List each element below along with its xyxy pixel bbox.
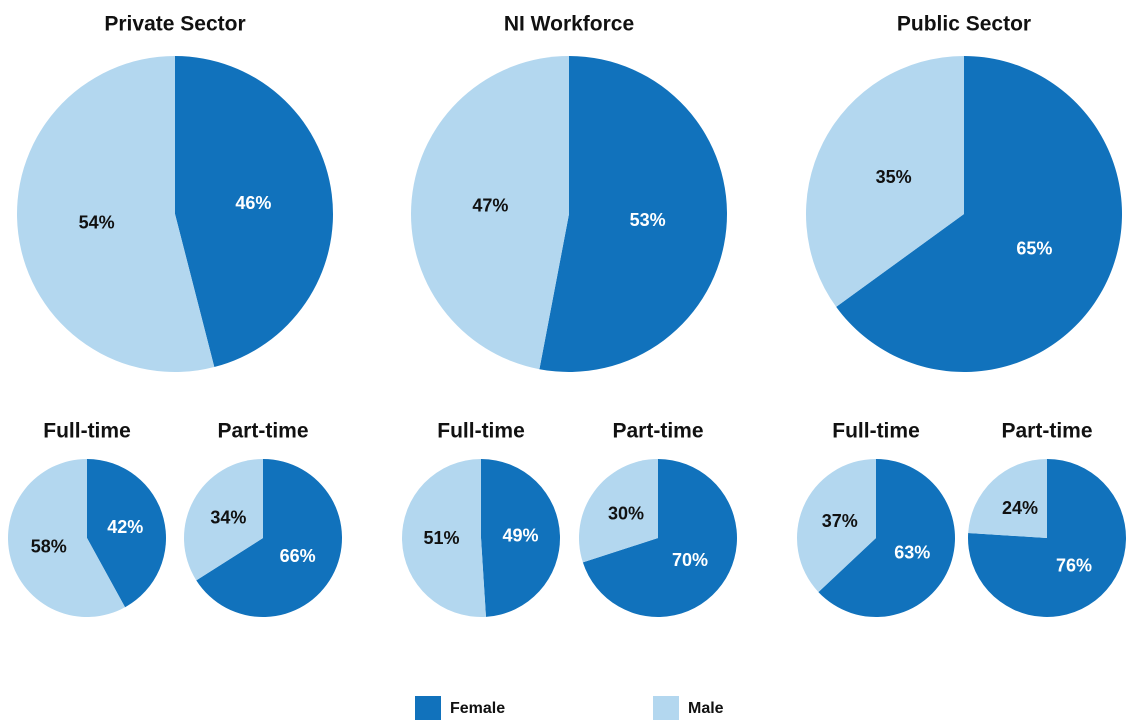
slice-label: 58% [31, 537, 67, 557]
pie-slice [836, 56, 1122, 373]
slice-label: 49% [502, 526, 538, 546]
slice-label: 37% [822, 511, 858, 531]
slice-label: 30% [608, 504, 644, 524]
pie-slice [196, 459, 343, 617]
pie-title: Part-time [612, 420, 703, 443]
slice-label: 53% [630, 210, 666, 230]
slice-label: 35% [876, 167, 912, 187]
pie-slice [87, 459, 166, 608]
pie-slice [184, 459, 263, 581]
slice-label: 47% [472, 195, 508, 215]
legend-label: Female [450, 700, 505, 717]
pie-slice [175, 56, 333, 368]
pie-slice [818, 459, 956, 617]
pie-slice [968, 459, 1047, 538]
legend-swatch [415, 696, 441, 720]
slice-label: 51% [424, 528, 460, 548]
slice-label: 63% [894, 542, 930, 562]
pie-slice [539, 56, 727, 373]
pie-slice [481, 458, 561, 617]
slice-label: 76% [1056, 556, 1092, 576]
pie-slice [582, 459, 738, 618]
pie-slice [16, 56, 215, 372]
slice-label: 34% [210, 508, 246, 528]
pie-title: Part-time [217, 420, 308, 443]
slice-label: 46% [235, 193, 271, 213]
pie-slice [7, 459, 126, 617]
slice-label: 66% [280, 546, 316, 566]
pie-title: Public Sector [897, 13, 1031, 36]
pie-title: Full-time [832, 420, 920, 443]
pie-title: Part-time [1001, 420, 1092, 443]
pie-slice [579, 459, 658, 563]
pie-slice [411, 56, 569, 370]
legend-swatch [653, 696, 679, 720]
pie-slice [806, 55, 964, 307]
slice-label: 70% [672, 550, 708, 570]
slice-label: 54% [79, 213, 115, 233]
pie-title: Full-time [43, 420, 131, 443]
pie-title: NI Workforce [504, 13, 634, 36]
legend-label: Male [688, 700, 724, 717]
slice-label: 42% [107, 517, 143, 537]
pie-slice [797, 459, 876, 593]
slice-label: 65% [1016, 239, 1052, 259]
pie-slice [402, 459, 486, 617]
pie-title: Private Sector [104, 13, 245, 36]
slice-label: 24% [1002, 498, 1038, 518]
pie-title: Full-time [437, 420, 525, 443]
